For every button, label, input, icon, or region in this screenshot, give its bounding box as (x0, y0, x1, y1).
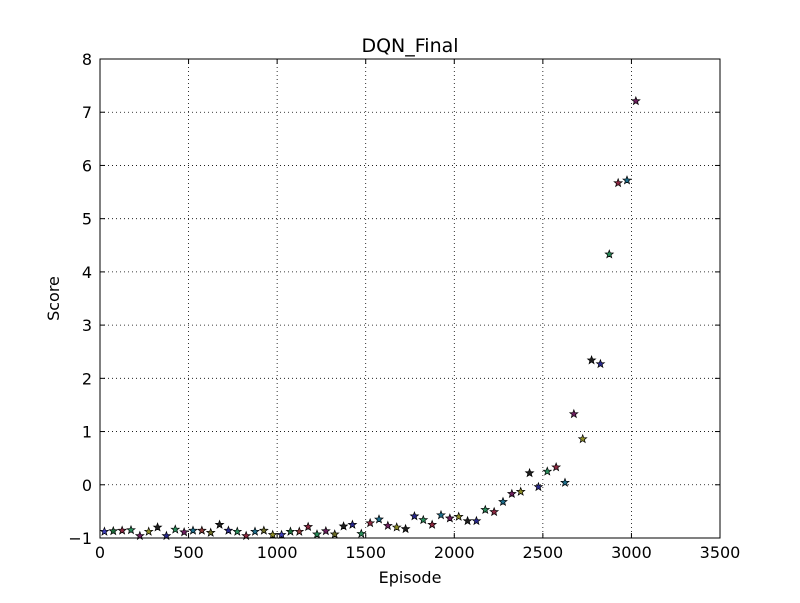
data-point (524, 467, 535, 478)
data-point (595, 358, 606, 369)
data-point (436, 509, 446, 520)
data-point (506, 488, 517, 499)
data-point (365, 517, 376, 528)
y-tick-label: 5 (82, 210, 92, 229)
data-point (108, 525, 119, 536)
data-point (471, 515, 482, 526)
x-tick-label: 3000 (611, 543, 652, 562)
data-point (586, 355, 597, 365)
chart-title: DQN_Final (361, 35, 458, 57)
data-point (188, 525, 198, 535)
data-point (418, 514, 429, 525)
data-point (126, 524, 136, 535)
x-tick-label: 500 (173, 543, 204, 562)
data-point (382, 520, 393, 530)
data-point (453, 511, 464, 521)
x-tick-label: 2000 (434, 543, 475, 562)
data-point (427, 519, 438, 529)
data-point (374, 514, 384, 524)
data-point (604, 249, 615, 259)
y-tick-label: 8 (82, 50, 92, 69)
x-tick-label: 1000 (257, 543, 298, 562)
data-point (214, 519, 225, 529)
x-tick-label: 1500 (345, 543, 386, 562)
data-point (232, 526, 243, 536)
x-tick-label: 2500 (522, 543, 563, 562)
data-point (170, 524, 181, 534)
data-point (152, 522, 163, 532)
data-point (356, 528, 367, 538)
y-tick-label: −1 (68, 529, 92, 548)
data-point (329, 529, 340, 539)
plot-frame (99, 58, 721, 539)
data-point (258, 525, 269, 535)
data-point (462, 515, 473, 526)
data-point (400, 523, 411, 534)
data-point (250, 526, 260, 536)
data-point (312, 529, 322, 539)
y-tick-label: 3 (82, 316, 92, 335)
ticks (99, 58, 721, 539)
data-point (560, 477, 570, 487)
y-tick-label: 6 (82, 156, 92, 175)
y-tick-label: 2 (82, 369, 92, 388)
data-point (630, 95, 641, 106)
data-point (542, 466, 553, 476)
grid (100, 59, 720, 538)
x-axis-label: Episode (379, 568, 442, 587)
data-point (568, 408, 579, 419)
y-tick-label: 7 (82, 103, 92, 122)
data-point (117, 525, 128, 535)
data-point (480, 504, 491, 514)
data-point (409, 510, 420, 521)
points (99, 95, 641, 541)
data-point (276, 529, 287, 540)
data-point (223, 525, 234, 535)
data-point (294, 526, 305, 536)
y-tick-label: 0 (82, 476, 92, 495)
data-point (489, 506, 500, 517)
data-point (338, 521, 349, 531)
data-point (622, 175, 632, 185)
data-point (533, 481, 544, 492)
y-tick-label: 1 (82, 423, 92, 442)
data-point (320, 525, 331, 536)
data-point (267, 529, 278, 540)
data-point (391, 522, 402, 532)
y-axis-label: Score (44, 276, 63, 321)
x-tick-label: 3500 (700, 543, 741, 562)
data-point (347, 519, 358, 529)
data-point (613, 177, 624, 188)
data-point (179, 526, 190, 537)
data-point (498, 496, 508, 507)
data-point (99, 526, 110, 536)
data-point (205, 527, 216, 537)
y-tick-label: 4 (82, 263, 92, 282)
data-point (551, 462, 562, 472)
data-point (577, 433, 588, 444)
data-point (196, 525, 207, 535)
data-point (143, 526, 154, 536)
data-point (303, 521, 314, 532)
x-tick-label: 0 (95, 543, 105, 562)
data-point (285, 526, 296, 536)
data-point (515, 486, 526, 496)
data-point (444, 513, 455, 523)
